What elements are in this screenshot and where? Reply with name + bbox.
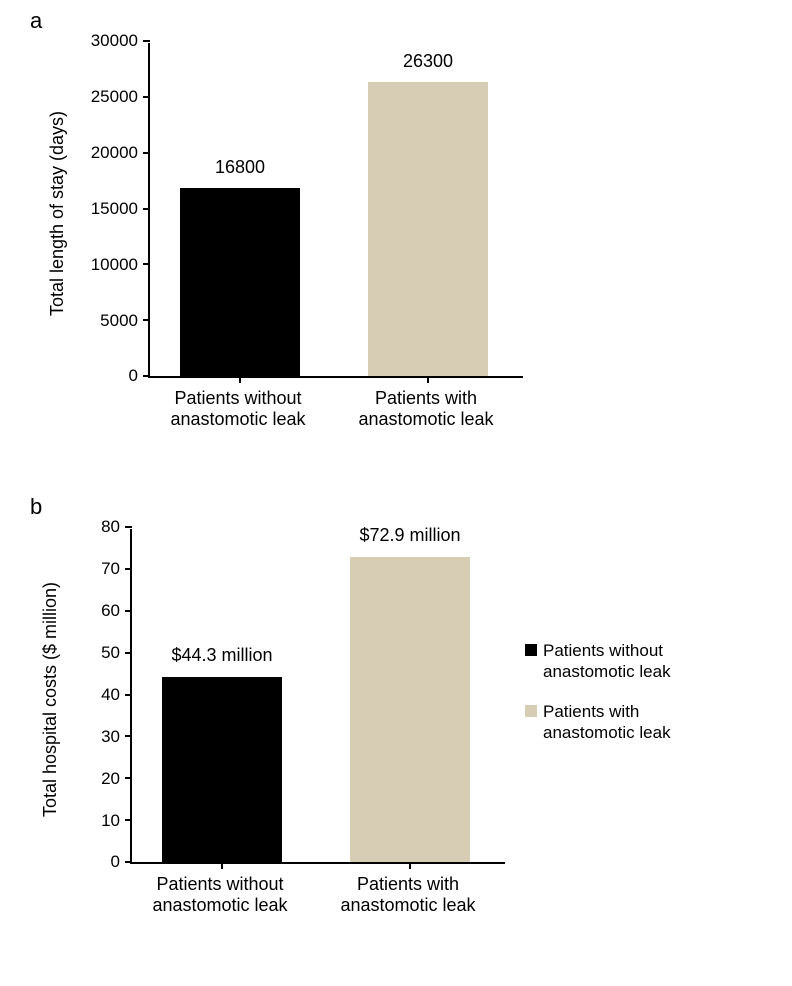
chart-b-xcat-0: Patients without anastomotic leak [130,874,310,916]
ytick-mark [143,319,150,321]
ytick-mark [125,694,132,696]
ytick-mark [143,96,150,98]
chart-a-bar-1 [368,82,488,376]
ytick-mark [143,263,150,265]
panel-label-a: a [30,8,42,34]
chart-a-xcat-1: Patients with anastomotic leak [336,388,516,430]
ytick-mark [125,735,132,737]
ytick-mark [143,375,150,377]
ytick-label: 0 [90,852,120,872]
chart-a-ylabel: Total length of stay (days) [47,111,68,316]
ytick-mark [143,208,150,210]
ytick-label: 30000 [88,31,138,51]
ytick-mark [125,610,132,612]
legend-item: Patients with anastomotic leak [525,701,733,744]
ytick-label: 40 [90,685,120,705]
ytick-label: 30 [90,727,120,747]
legend: Patients without anastomotic leak Patien… [525,640,733,761]
legend-item: Patients without anastomotic leak [525,640,733,683]
chart-a-bar-label-0: 16800 [180,157,300,178]
chart-b: b Total hospital costs ($ million) 0 10 … [30,494,550,964]
xcat-line: anastomotic leak [340,895,475,915]
chart-a-plot: 0 5000 10000 15000 20000 25000 30000 168… [148,43,523,378]
chart-b-bar-label-0: $44.3 million [147,645,297,666]
chart-b-xcat-1: Patients with anastomotic leak [318,874,498,916]
ytick-label: 50 [90,643,120,663]
ytick-label: 70 [90,559,120,579]
xtick-mark [427,376,429,383]
ytick-label: 0 [88,366,138,386]
xtick-mark [239,376,241,383]
chart-a-bar-label-1: 26300 [368,51,488,72]
chart-a-xcat-0: Patients without anastomotic leak [148,388,328,430]
panel-label-b: b [30,494,42,520]
xcat-line: anastomotic leak [152,895,287,915]
ytick-label: 10000 [88,255,138,275]
ytick-mark [125,568,132,570]
xcat-line: anastomotic leak [358,409,493,429]
ytick-label: 20000 [88,143,138,163]
xcat-line: Patients with [375,388,477,408]
ytick-label: 5000 [88,311,138,331]
ytick-mark [143,40,150,42]
xcat-line: Patients without [174,388,301,408]
chart-b-ylabel: Total hospital costs ($ million) [40,582,61,817]
chart-a-bar-0 [180,188,300,376]
xtick-mark [221,862,223,869]
ytick-mark [143,152,150,154]
ytick-mark [125,819,132,821]
xcat-line: anastomotic leak [170,409,305,429]
xcat-line: Patients with [357,874,459,894]
ytick-label: 60 [90,601,120,621]
legend-swatch [525,644,537,656]
ytick-label: 10 [90,811,120,831]
legend-label: Patients with anastomotic leak [543,701,733,744]
legend-label: Patients without anastomotic leak [543,640,733,683]
ytick-label: 15000 [88,199,138,219]
chart-b-plot: 0 10 20 30 40 50 60 70 80 $44.3 million … [130,529,505,864]
ytick-label: 25000 [88,87,138,107]
chart-a: a Total length of stay (days) 0 5000 100… [30,8,550,478]
ytick-mark [125,526,132,528]
xcat-line: Patients without [156,874,283,894]
ytick-mark [125,777,132,779]
chart-b-bar-1 [350,557,470,862]
chart-b-bar-label-1: $72.9 million [335,525,485,546]
legend-swatch [525,705,537,717]
ytick-mark [125,861,132,863]
ytick-label: 20 [90,769,120,789]
ytick-label: 80 [90,517,120,537]
chart-b-bar-0 [162,677,282,863]
ytick-mark [125,652,132,654]
xtick-mark [409,862,411,869]
